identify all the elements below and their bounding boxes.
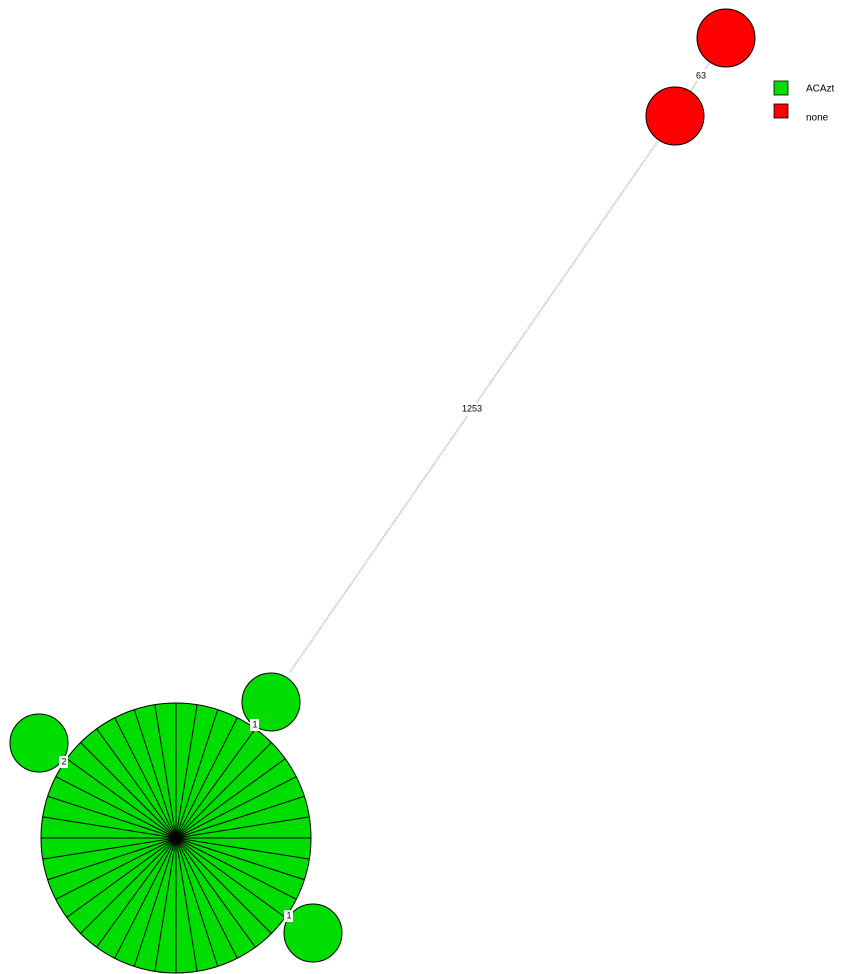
legend-swatch: [773, 103, 789, 119]
node-slice: [96, 728, 177, 839]
node-slice: [175, 816, 310, 839]
node-slice: [175, 795, 305, 839]
node-slice: [175, 717, 238, 839]
node: [241, 672, 301, 732]
node-slice: [154, 837, 177, 972]
node-slice: [175, 837, 286, 918]
legend-swatch: [773, 80, 789, 96]
node-slice: [133, 837, 177, 967]
node-slice: [114, 837, 177, 959]
nodes: [9, 8, 756, 974]
node-slice: [133, 709, 177, 839]
node-slice: [66, 837, 177, 918]
edge-label: 2: [61, 756, 66, 766]
node-slice: [175, 837, 297, 900]
node-slice: [55, 776, 177, 839]
node-slice: [42, 816, 177, 839]
node-slice: [80, 837, 177, 934]
node: [696, 8, 756, 68]
node-slice: [175, 776, 297, 839]
node-slice: [175, 837, 305, 881]
edge-label-bg: [250, 719, 259, 731]
edge-label: 1253: [462, 403, 482, 413]
node-slice: [175, 837, 256, 948]
node-slice: [175, 728, 256, 839]
node-slice: [175, 837, 238, 959]
node-slice: [175, 837, 310, 860]
edge-label-bg: [697, 69, 711, 82]
node-slice: [47, 837, 177, 881]
edge-label: 1: [286, 910, 291, 920]
node-slice: [175, 837, 272, 934]
edge-label-bg: [284, 910, 293, 922]
legend-label: none: [806, 113, 829, 124]
node-slice: [80, 742, 177, 839]
node: [645, 86, 705, 146]
edge-label-bg: [461, 403, 484, 416]
node-slice: [154, 704, 177, 839]
node-slice: [175, 837, 198, 972]
edge-label: 1: [252, 719, 257, 729]
edge-line: [289, 140, 659, 673]
edge-label-bg: [59, 756, 68, 768]
node-slice: [175, 742, 272, 839]
node-slice: [175, 709, 219, 839]
legend-label: ACAzt: [806, 84, 835, 95]
node: [9, 713, 69, 773]
edge-label: 63: [696, 70, 706, 80]
node-slice: [175, 837, 219, 967]
node-slice: [66, 758, 177, 839]
node-slice: [47, 795, 177, 839]
node: [283, 903, 343, 963]
node-slice: [175, 704, 198, 839]
node-slice: [42, 837, 177, 860]
node-slice: [114, 717, 177, 839]
node-slice: [55, 837, 177, 900]
node-slice: [96, 837, 177, 948]
node-slice: [175, 758, 286, 839]
